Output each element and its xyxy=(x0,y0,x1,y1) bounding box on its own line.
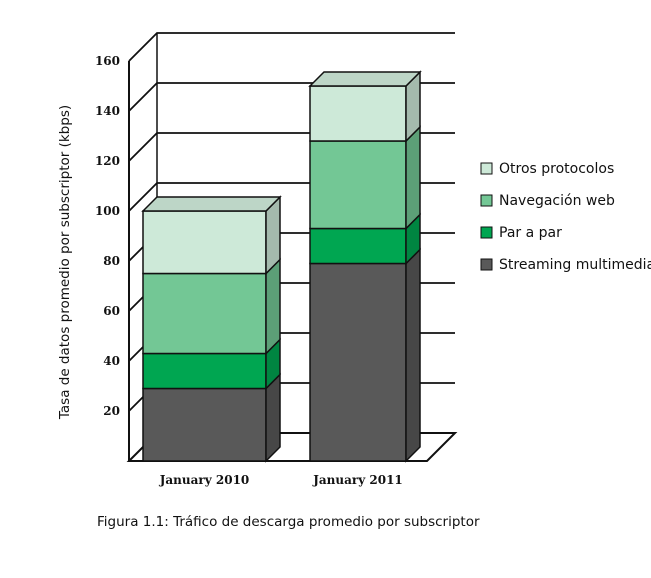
legend-label-streaming-multimedia: Streaming multimedia xyxy=(499,257,651,273)
y-axis-title: Tasa de datos promedio por subscriptor (… xyxy=(57,105,73,420)
chart-labels: 20 40 60 80 100 120 140 160 January 2010 January … xyxy=(57,54,403,487)
y-tick-label: 120 xyxy=(95,154,120,168)
gridline xyxy=(128,32,455,62)
y-tick-label: 140 xyxy=(95,104,120,118)
bar-january-2010-streaming-multimedia-front xyxy=(142,387,267,462)
y-tick-label: 160 xyxy=(95,54,120,68)
y-tick-label: 80 xyxy=(103,254,120,268)
figure-caption: Figura 1.1: Tráfico de descarga promedio… xyxy=(97,514,480,530)
bar-january-2010-top xyxy=(141,196,282,212)
y-tick-label: 60 xyxy=(103,304,120,318)
bar-january-2011-navegacion-web-front xyxy=(309,140,407,230)
y-tick-label: 100 xyxy=(95,204,120,218)
bar-january-2011-top xyxy=(308,71,422,87)
legend-swatch-streaming-multimedia xyxy=(480,258,493,271)
chart-legend: Otros protocolos Navegación web Par a par S… xyxy=(480,161,651,273)
x-category-label: January 2011 xyxy=(312,473,403,487)
bar-january-2010-par-a-par-front xyxy=(142,352,267,390)
bar-january-2010-streaming-multimedia-side xyxy=(265,372,281,463)
bar-january-2010-navegacion-web-front xyxy=(142,272,267,355)
legend-label-otros-protocolos: Otros protocolos xyxy=(499,161,614,177)
chart-bars xyxy=(141,70,422,463)
legend-swatch-par-a-par xyxy=(480,226,493,239)
bar-january-2011-navegacion-web-side xyxy=(405,125,421,231)
legend-label-navegacion-web: Navegación web xyxy=(499,193,615,209)
legend-swatch-otros-protocolos xyxy=(480,162,493,175)
bar-january-2011-par-a-par-front xyxy=(309,227,407,265)
bar-january-2011-otros-protocolos-front xyxy=(309,85,407,142)
legend-label-par-a-par: Par a par xyxy=(499,225,562,241)
y-tick-label: 40 xyxy=(103,354,120,368)
stacked-bar-chart: 20 40 60 80 100 120 140 160 January 2010 January … xyxy=(57,32,651,487)
legend-swatch-navegacion-web xyxy=(480,194,493,207)
bar-january-2010-navegacion-web-side xyxy=(265,257,281,356)
bar-january-2010-otros-protocolos-front xyxy=(142,210,267,275)
y-tick-label: 20 xyxy=(103,404,120,418)
bar-january-2011-streaming-multimedia-side xyxy=(405,247,421,463)
x-category-label: January 2010 xyxy=(159,473,250,487)
bar-january-2011-streaming-multimedia-front xyxy=(309,262,407,462)
